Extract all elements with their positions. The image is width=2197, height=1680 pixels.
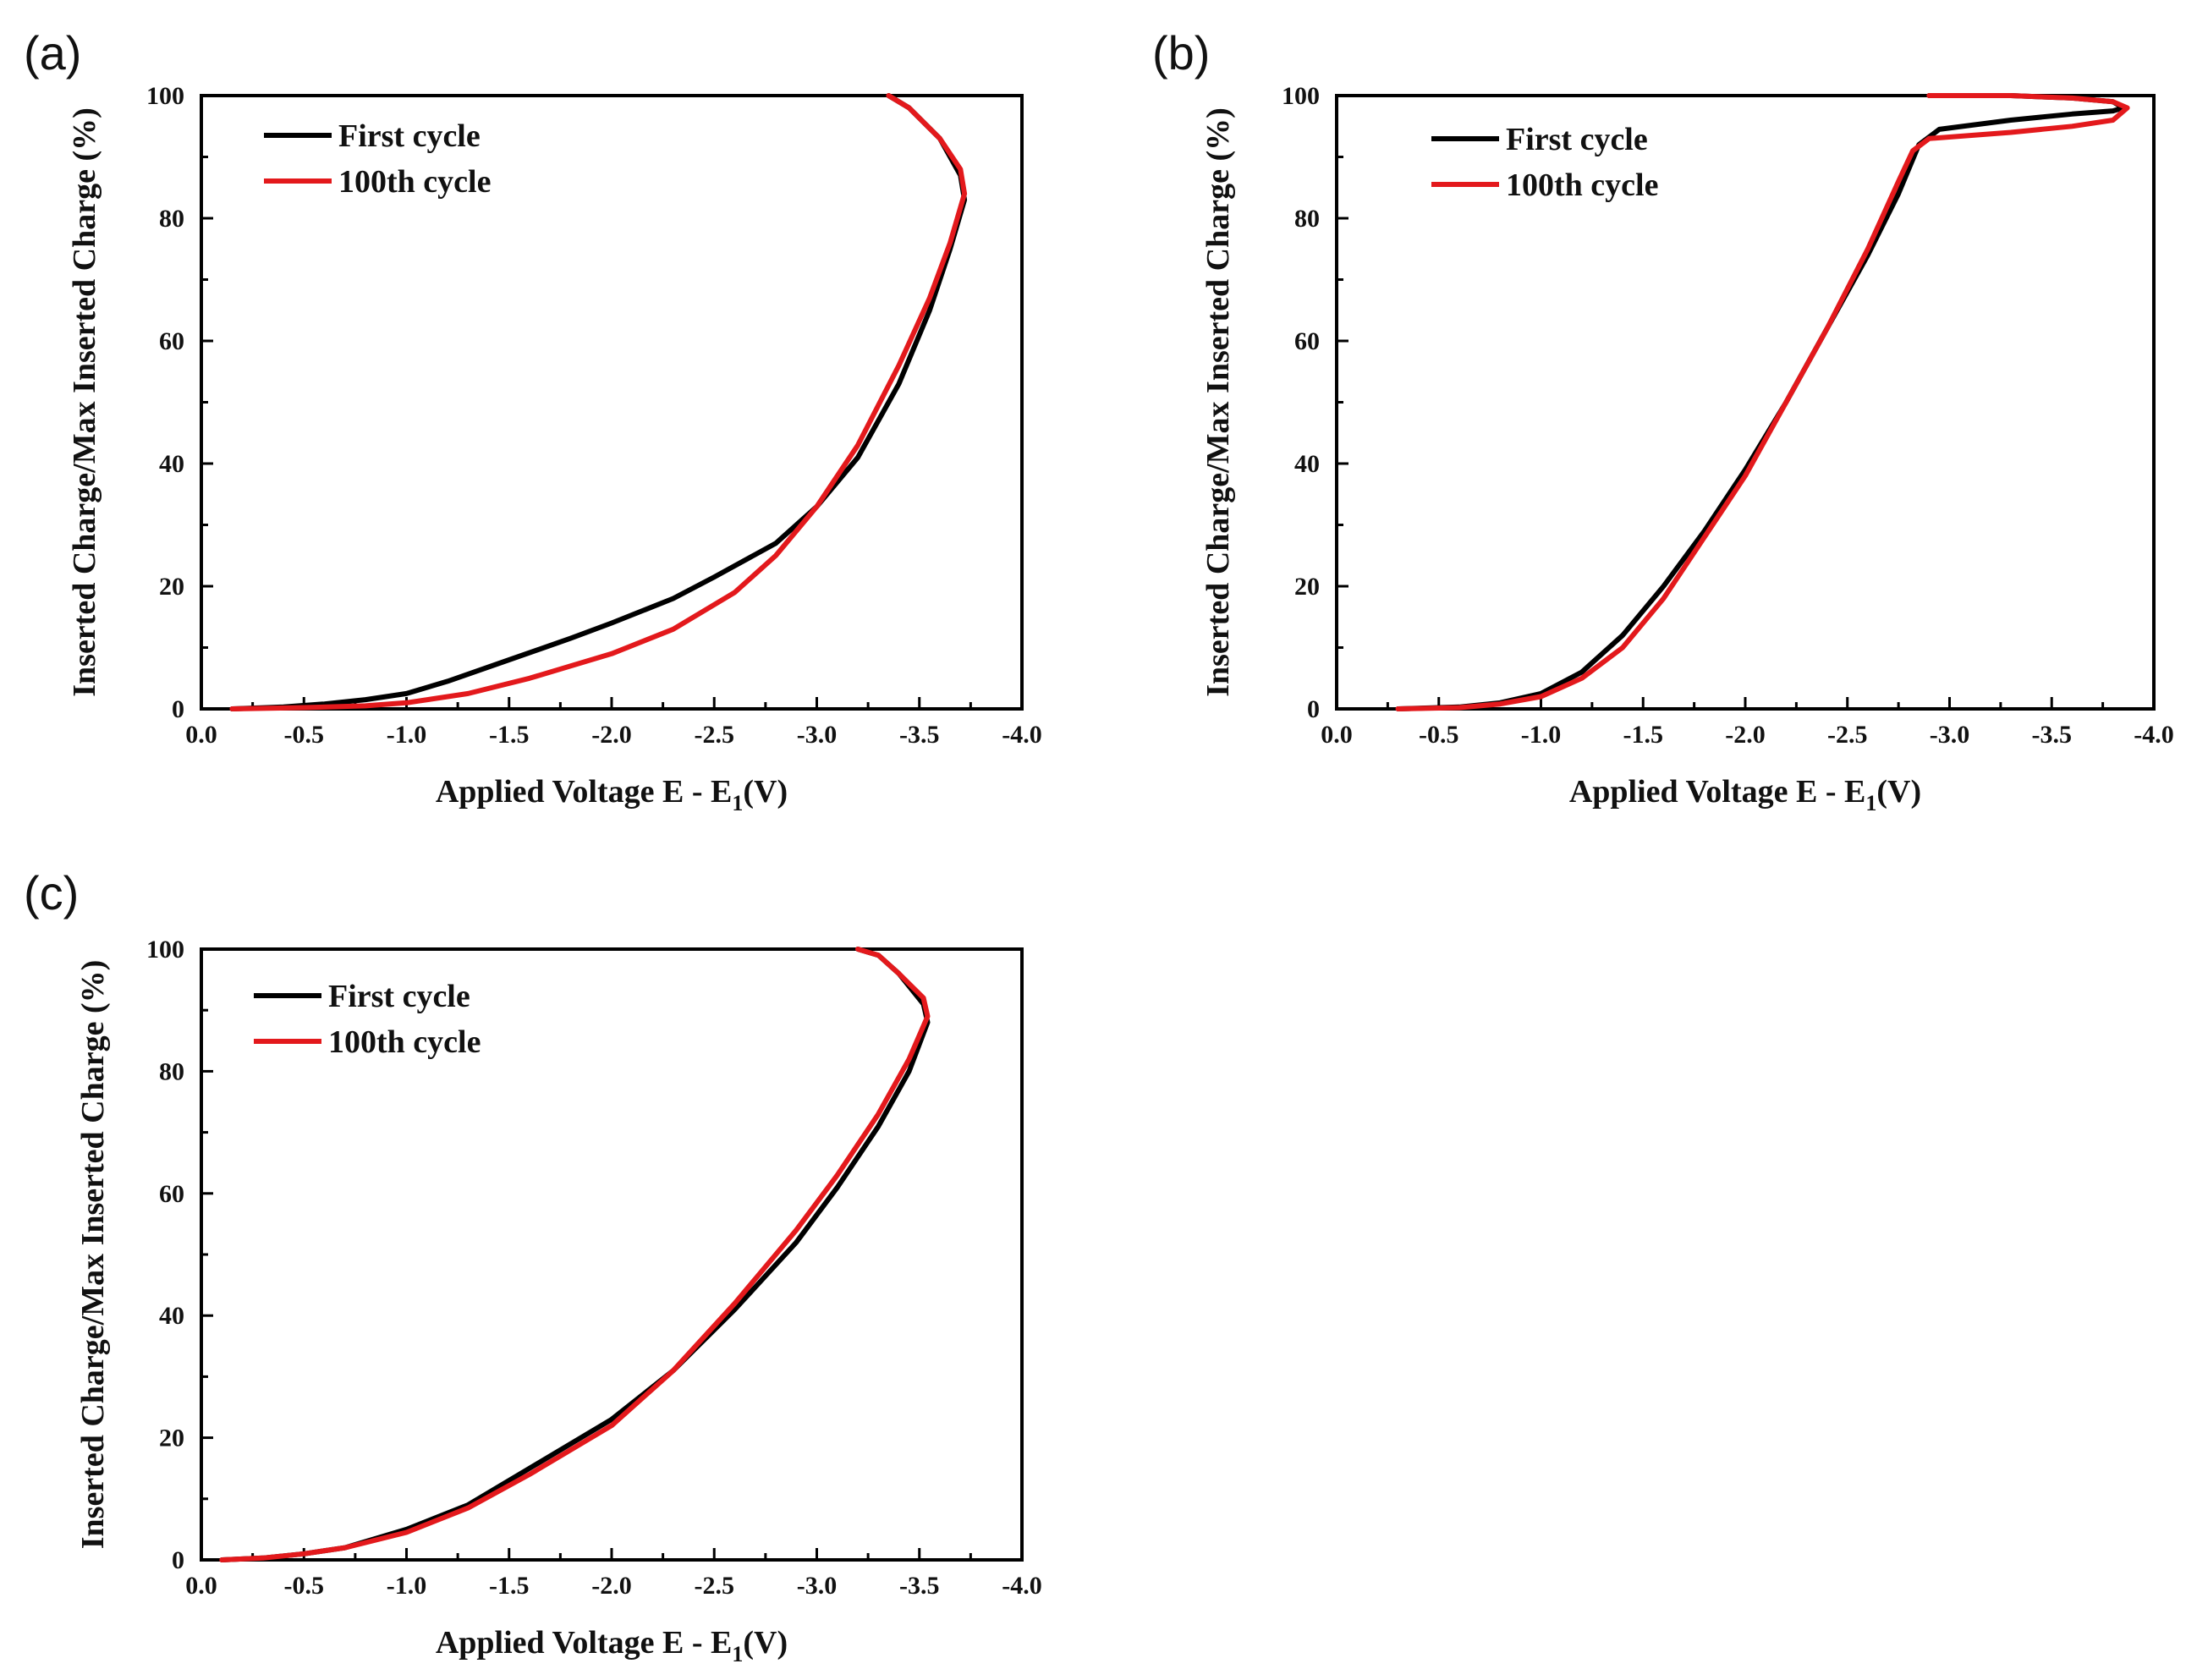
x-tick-label: -1.0 [387,1572,427,1600]
x-tick-label: -4.0 [1002,1572,1042,1600]
x-tick-label: -2.0 [1725,721,1766,749]
legend-label: 100th cycle [1506,167,1658,203]
y-tick-label: 0 [1307,695,1320,723]
x-tick-label: -0.5 [1419,721,1459,749]
y-tick-label: 0 [172,695,184,723]
x-tick-label: 0.0 [185,721,217,749]
x-tick-label: -2.0 [591,1572,632,1600]
y-tick-label: 100 [146,936,184,964]
x-tick-label: -1.5 [489,721,530,749]
x-tick-label: -2.5 [695,1572,735,1600]
panel-letter: (b) [1152,26,1210,80]
legend-label: 100th cycle [338,164,491,200]
y-tick-label: 40 [1294,450,1320,478]
chart-panel-1: (a) 0.0 -0.5 -1.0 -1.5 -2.0 -2.5 -3.0 -3.5 -4.0 0 2… [24,26,1042,815]
x-tick-label: -0.5 [284,721,325,749]
y-tick-label: 80 [159,205,184,233]
x-tick-label: -2.5 [695,721,735,749]
x-tick-label: -4.0 [1002,721,1042,749]
y-tick-label: 60 [159,1180,184,1208]
x-tick-label: -1.5 [1623,721,1664,749]
plot-frame [200,947,1024,1562]
chart-panel-2: (b) 0.0 -0.5 -1.0 -1.5 -2.0 -2.5 -3.0 -3.5 -4.0 0 2… [1152,26,2174,815]
legend-label: First cycle [338,118,481,154]
y-tick-label: 20 [1294,573,1320,601]
series-line-100th-cycle [219,947,931,1562]
y-tick-label: 0 [172,1546,184,1574]
x-tick-label: -3.0 [797,721,838,749]
y-tick-label: 80 [159,1057,184,1085]
y-tick-label: 20 [159,1425,184,1452]
y-tick-label: 80 [1294,205,1320,233]
y-tick-label: 40 [159,450,184,478]
y-axis-title: Inserted Charge/Max Inserted Charge (%) [1200,107,1236,697]
y-axis-title: Inserted Charge/Max Inserted Charge (%) [75,960,111,1550]
x-tick-label: -1.0 [1521,721,1562,749]
legend-label: First cycle [1506,122,1648,157]
x-tick-label: -2.5 [1827,721,1868,749]
x-tick-label: -4.0 [2134,721,2174,749]
x-tick-label: -3.5 [899,721,940,749]
x-tick-label: -1.0 [387,721,427,749]
x-tick-label: -3.5 [2032,721,2073,749]
y-tick-label: 60 [1294,327,1320,355]
chart-panel-3: (c) 0.0 -0.5 -1.0 -1.5 -2.0 -2.5 -3.0 -3.5 -4.0 0 2… [24,866,1042,1666]
y-tick-label: 100 [1282,82,1320,110]
legend-label: 100th cycle [328,1024,481,1060]
panel-letter: (a) [24,26,81,80]
x-tick-label: -3.5 [899,1572,940,1600]
y-tick-label: 40 [159,1302,184,1330]
y-tick-label: 100 [146,82,184,110]
plot-frame [200,94,1024,711]
y-tick-label: 20 [159,573,184,601]
x-axis-title: Applied Voltage E - E1(V) [436,1625,788,1666]
x-axis-title: Applied Voltage E - E1(V) [1569,774,1921,815]
x-tick-label: 0.0 [1321,721,1353,749]
panel-letter: (c) [24,866,79,920]
y-tick-label: 60 [159,327,184,355]
series-line-100th-cycle [229,93,968,711]
legend-label: First cycle [328,979,470,1014]
x-tick-label: -3.0 [797,1572,838,1600]
plot-frame [1335,94,2156,711]
x-tick-label: -1.5 [489,1572,530,1600]
x-tick-label: 0.0 [185,1572,217,1600]
x-tick-label: -2.0 [591,721,632,749]
x-tick-label: -0.5 [284,1572,325,1600]
x-tick-label: -3.0 [1930,721,1970,749]
y-axis-title: Inserted Charge/Max Inserted Charge (%) [67,107,102,697]
series-line-100th-cycle [1395,93,2130,711]
x-axis-title: Applied Voltage E - E1(V) [436,774,788,815]
